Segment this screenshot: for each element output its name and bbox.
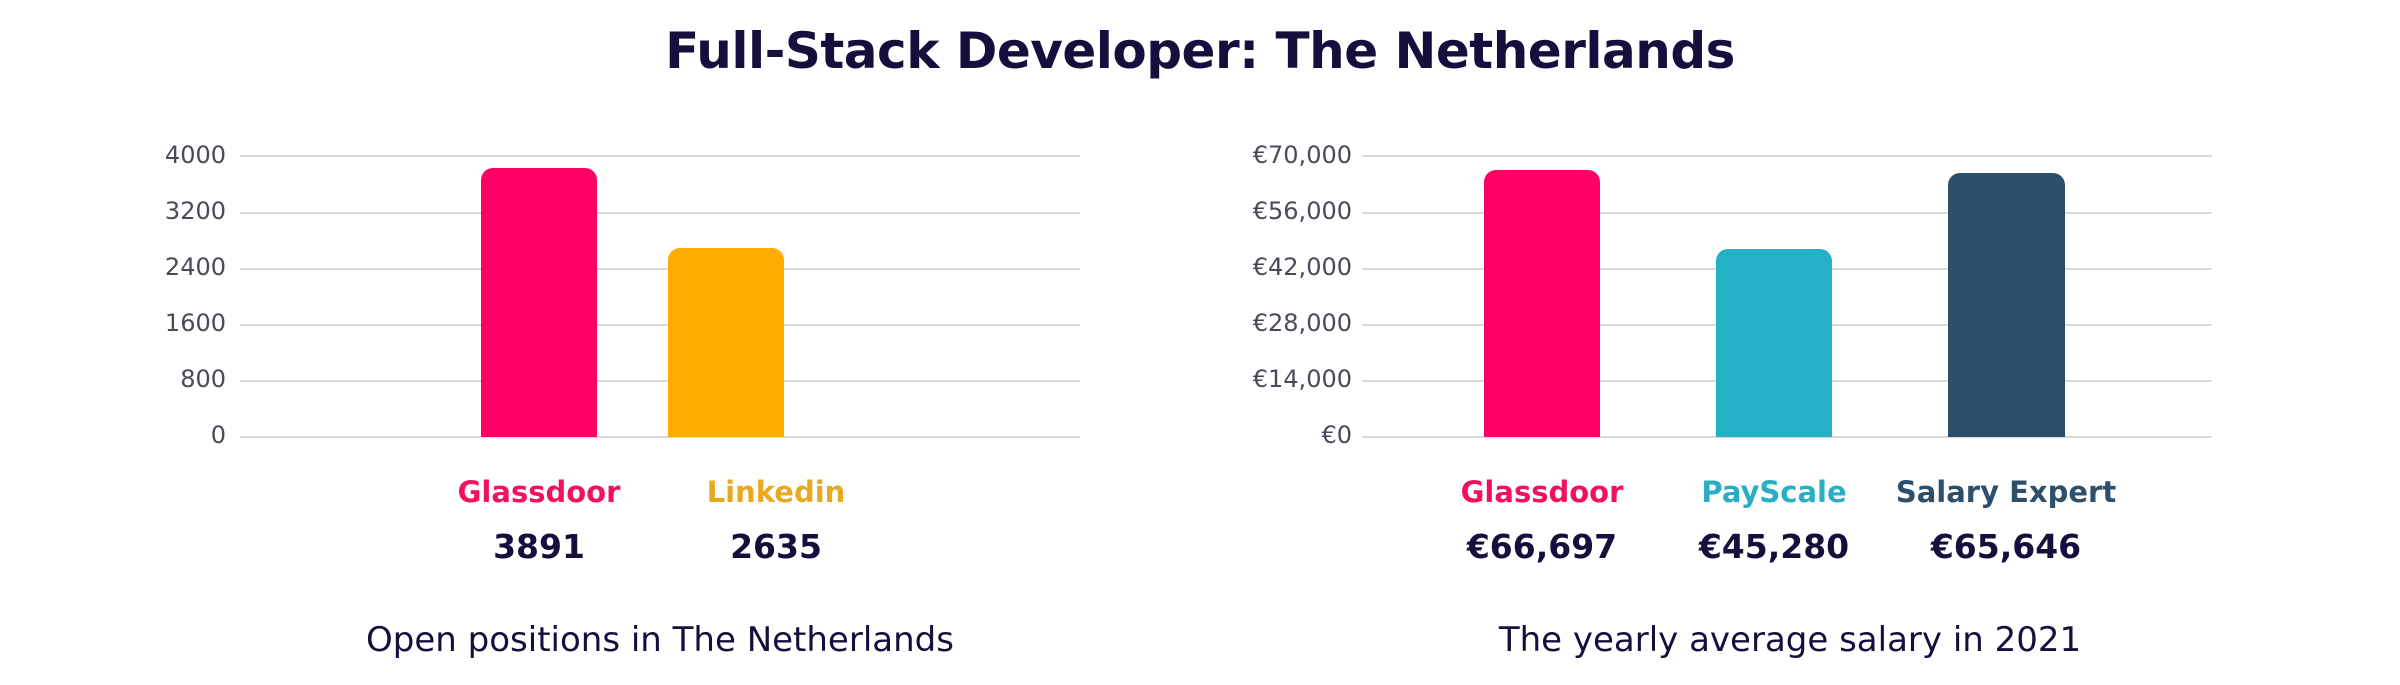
y-tick: 1600 <box>164 309 226 337</box>
gridline <box>1362 155 2212 157</box>
bar-payscale-salary <box>1716 249 1832 437</box>
category-label-glassdoor: Glassdoor <box>457 475 621 509</box>
gridline <box>240 324 1080 326</box>
gridline <box>240 212 1080 214</box>
y-tick: 4000 <box>164 141 226 169</box>
gridline <box>240 380 1080 382</box>
page-title: Full-Stack Developer: The Netherlands <box>665 22 1735 80</box>
gridline <box>1362 212 2212 214</box>
bar-glassdoor-salary <box>1484 170 1600 437</box>
chart-caption-salary: The yearly average salary in 2021 <box>1498 620 2082 660</box>
y-tick: €14,000 <box>1252 365 1352 393</box>
y-tick: 800 <box>180 365 226 393</box>
gridline <box>240 155 1080 157</box>
value-label-payscale: €45,280 <box>1698 527 1850 566</box>
bar-linkedin-positions <box>668 248 784 437</box>
y-tick: 0 <box>210 421 226 449</box>
bar-glassdoor-positions <box>481 168 597 437</box>
category-label-linkedin: Linkedin <box>706 475 846 509</box>
x-axis-line <box>1362 436 2212 438</box>
category-label-glassdoor: Glassdoor <box>1460 475 1624 509</box>
value-label-linkedin: 2635 <box>730 527 822 566</box>
y-tick: €0 <box>1321 421 1352 449</box>
value-label-salary-expert: €65,646 <box>1930 527 2082 566</box>
y-tick: €70,000 <box>1252 141 1352 169</box>
y-tick: €56,000 <box>1252 197 1352 225</box>
value-label-glassdoor: €66,697 <box>1466 527 1618 566</box>
y-tick: 3200 <box>164 197 226 225</box>
value-label-glassdoor: 3891 <box>493 527 585 566</box>
category-label-salary-expert: Salary Expert <box>1895 475 2117 509</box>
x-axis-line <box>240 436 1080 438</box>
gridline <box>240 268 1080 270</box>
y-tick: €28,000 <box>1252 309 1352 337</box>
y-tick: 2400 <box>164 253 226 281</box>
chart-caption-positions: Open positions in The Netherlands <box>366 620 954 660</box>
category-label-payscale: PayScale <box>1701 475 1847 509</box>
y-tick: €42,000 <box>1252 253 1352 281</box>
bar-salary-expert-salary <box>1948 173 2065 437</box>
